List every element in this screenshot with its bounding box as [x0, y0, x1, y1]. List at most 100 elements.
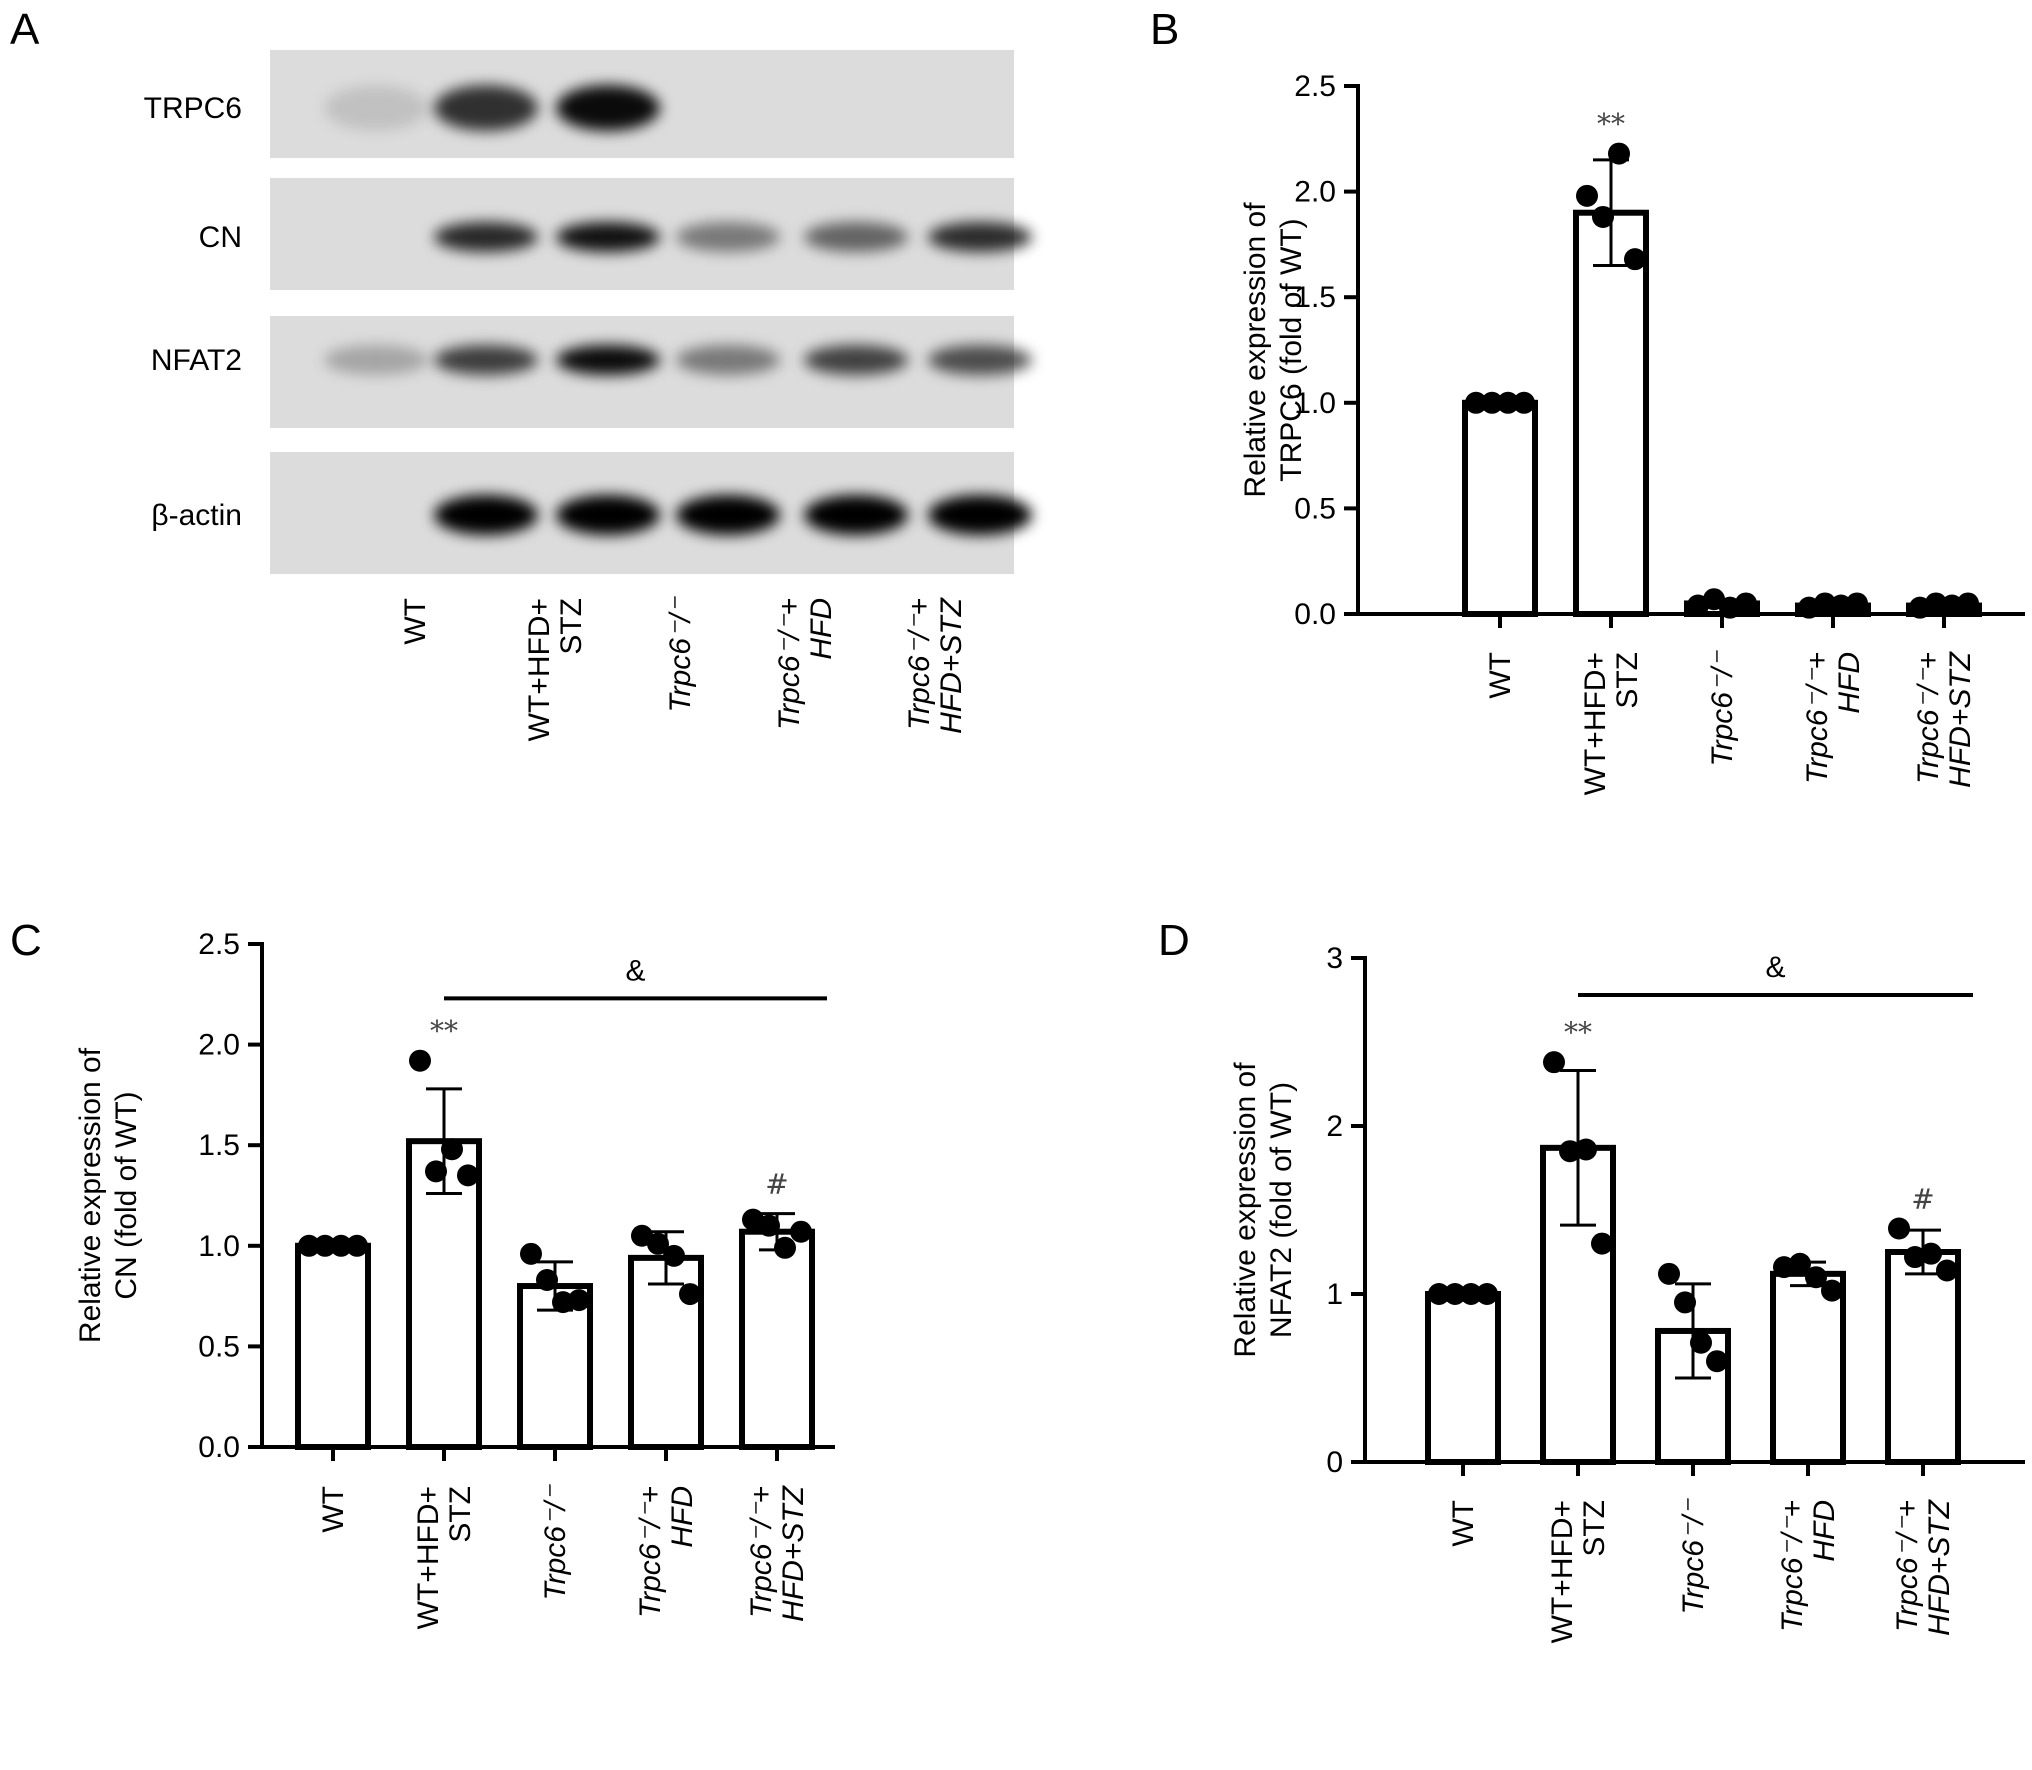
y-tick-label: 2 — [1326, 1110, 1343, 1143]
y-tick-label: 2.5 — [198, 928, 240, 961]
data-point — [1658, 1262, 1680, 1285]
y-tick-label: 1.5 — [198, 1129, 240, 1162]
band-actin-3 — [676, 495, 780, 535]
data-point — [1735, 592, 1757, 615]
data-point — [1543, 1051, 1565, 1074]
data-point — [1460, 1283, 1482, 1305]
y-axis-label: Relative expression of TRPC6 (fold of WT) — [1239, 202, 1308, 498]
bar — [1885, 1249, 1961, 1465]
data-point — [1814, 592, 1836, 615]
y-tick-label: 0.0 — [1294, 598, 1336, 631]
chart-cn-expression: 0.0 0.5 1.0 1.5 2.0 2.5 Relative expression of… — [74, 928, 835, 1629]
data-point — [1497, 391, 1519, 414]
band-actin-4 — [804, 495, 908, 535]
data-point — [1591, 1232, 1613, 1255]
data-point — [1444, 1283, 1466, 1305]
category-label: WT+HFD+STZ — [1579, 652, 1644, 795]
significance-label: # — [1911, 1182, 1934, 1215]
band-trpc6-0 — [324, 85, 428, 131]
data-point — [330, 1234, 352, 1257]
y-axis-label: Relative expression of NFAT2 (fold of WT) — [1229, 1062, 1298, 1358]
bracket-label: & — [1765, 951, 1785, 984]
significance-label: # — [765, 1168, 788, 1201]
data-point — [1936, 1259, 1958, 1282]
significance-label: ** — [430, 1015, 458, 1048]
data-point — [441, 1138, 463, 1161]
blot-lane-label-1: WT+HFD+STZ — [523, 598, 588, 741]
bar — [1462, 399, 1538, 617]
bar — [1573, 209, 1649, 617]
panel-letter-c: C — [10, 916, 42, 965]
data-point — [790, 1220, 812, 1243]
data-point — [568, 1289, 590, 1312]
band-actin-2 — [556, 495, 660, 535]
chart-trpc6-expression: 0.0 0.5 1.0 1.5 2.0 2.5 Relative expression of… — [1239, 70, 2025, 795]
data-point — [314, 1234, 336, 1257]
category-label: WT — [317, 1486, 350, 1533]
data-point — [1481, 391, 1503, 414]
data-point — [1830, 594, 1852, 617]
blot-lane-label-4: Trpc6⁻/⁻+HFD+STZ — [903, 596, 968, 734]
data-point — [1476, 1283, 1498, 1305]
band-nfat2-1 — [434, 345, 538, 375]
data-point — [1706, 1350, 1728, 1373]
y-tick-label: 1.0 — [1294, 387, 1336, 420]
band-cn-1 — [434, 222, 538, 252]
category-label: Trpc6⁻/⁻+HFD+STZ — [745, 1484, 810, 1622]
band-cn-4 — [804, 222, 908, 252]
blot-label-nfat2: NFAT2 — [151, 344, 242, 377]
blot-lane-label-2: Trpc6⁻/⁻ — [664, 596, 697, 713]
data-point — [1576, 184, 1598, 207]
data-point — [1513, 391, 1535, 414]
y-tick-label: 2.0 — [198, 1029, 240, 1062]
blot-label-trpc6: TRPC6 — [144, 92, 242, 125]
chart-nfat2-expression: 0 1 2 3 Relative expression of NFAT2 (fold of… — [1229, 942, 2025, 1643]
data-point — [1465, 391, 1487, 414]
data-point — [663, 1244, 685, 1267]
bar — [739, 1228, 815, 1450]
data-point — [520, 1242, 542, 1265]
y-tick-label: 0.5 — [198, 1330, 240, 1363]
band-trpc6-1 — [434, 85, 538, 131]
data-point — [409, 1049, 431, 1072]
data-point — [536, 1269, 558, 1292]
band-actin-1 — [434, 495, 538, 535]
category-label: Trpc6⁻/⁻+HFD — [1801, 652, 1866, 784]
band-cn-3 — [676, 222, 780, 252]
data-point — [1624, 248, 1646, 271]
data-point — [1674, 1291, 1696, 1314]
data-point — [1805, 1266, 1827, 1289]
data-point — [1575, 1138, 1597, 1161]
data-point — [552, 1291, 574, 1314]
category-label: Trpc6⁻/⁻+HFD+STZ — [1891, 1498, 1956, 1636]
data-point — [1888, 1217, 1910, 1240]
bar — [517, 1283, 593, 1451]
data-point — [346, 1234, 368, 1257]
category-label: WT+HFD+STZ — [412, 1486, 477, 1629]
panel-letter-b: B — [1150, 5, 1179, 54]
bracket-label: & — [625, 954, 645, 987]
band-nfat2-0 — [324, 345, 428, 375]
data-point — [647, 1232, 669, 1255]
data-point — [1559, 1140, 1581, 1163]
western-blot: TRPC6 CN NFAT2 β-actin WT WT+HFD+STZ Trpc6⁻/⁻ T… — [144, 50, 1032, 741]
band-trpc6-2 — [556, 85, 660, 131]
y-tick-label: 1 — [1326, 1278, 1343, 1311]
panel-letter-a: A — [10, 5, 40, 54]
category-label: Trpc6⁻/⁻+HFD+STZ — [1912, 650, 1977, 788]
significance-label: ** — [1597, 108, 1625, 141]
band-nfat2-4 — [804, 345, 908, 375]
blot-label-actin: β-actin — [151, 499, 242, 532]
data-point — [1608, 142, 1630, 165]
data-point — [1428, 1283, 1450, 1305]
data-point — [758, 1214, 780, 1237]
data-point — [1920, 1242, 1942, 1265]
band-nfat2-5 — [928, 345, 1032, 375]
band-actin-5 — [928, 495, 1032, 535]
category-label: Trpc6⁻/⁻+HFD — [634, 1486, 699, 1618]
blot-lane-label-3: Trpc6⁻/⁻+HFD — [773, 598, 838, 730]
data-point — [457, 1164, 479, 1187]
y-tick-label: 0.5 — [1294, 492, 1336, 525]
data-point — [1846, 592, 1868, 615]
data-point — [425, 1160, 447, 1183]
